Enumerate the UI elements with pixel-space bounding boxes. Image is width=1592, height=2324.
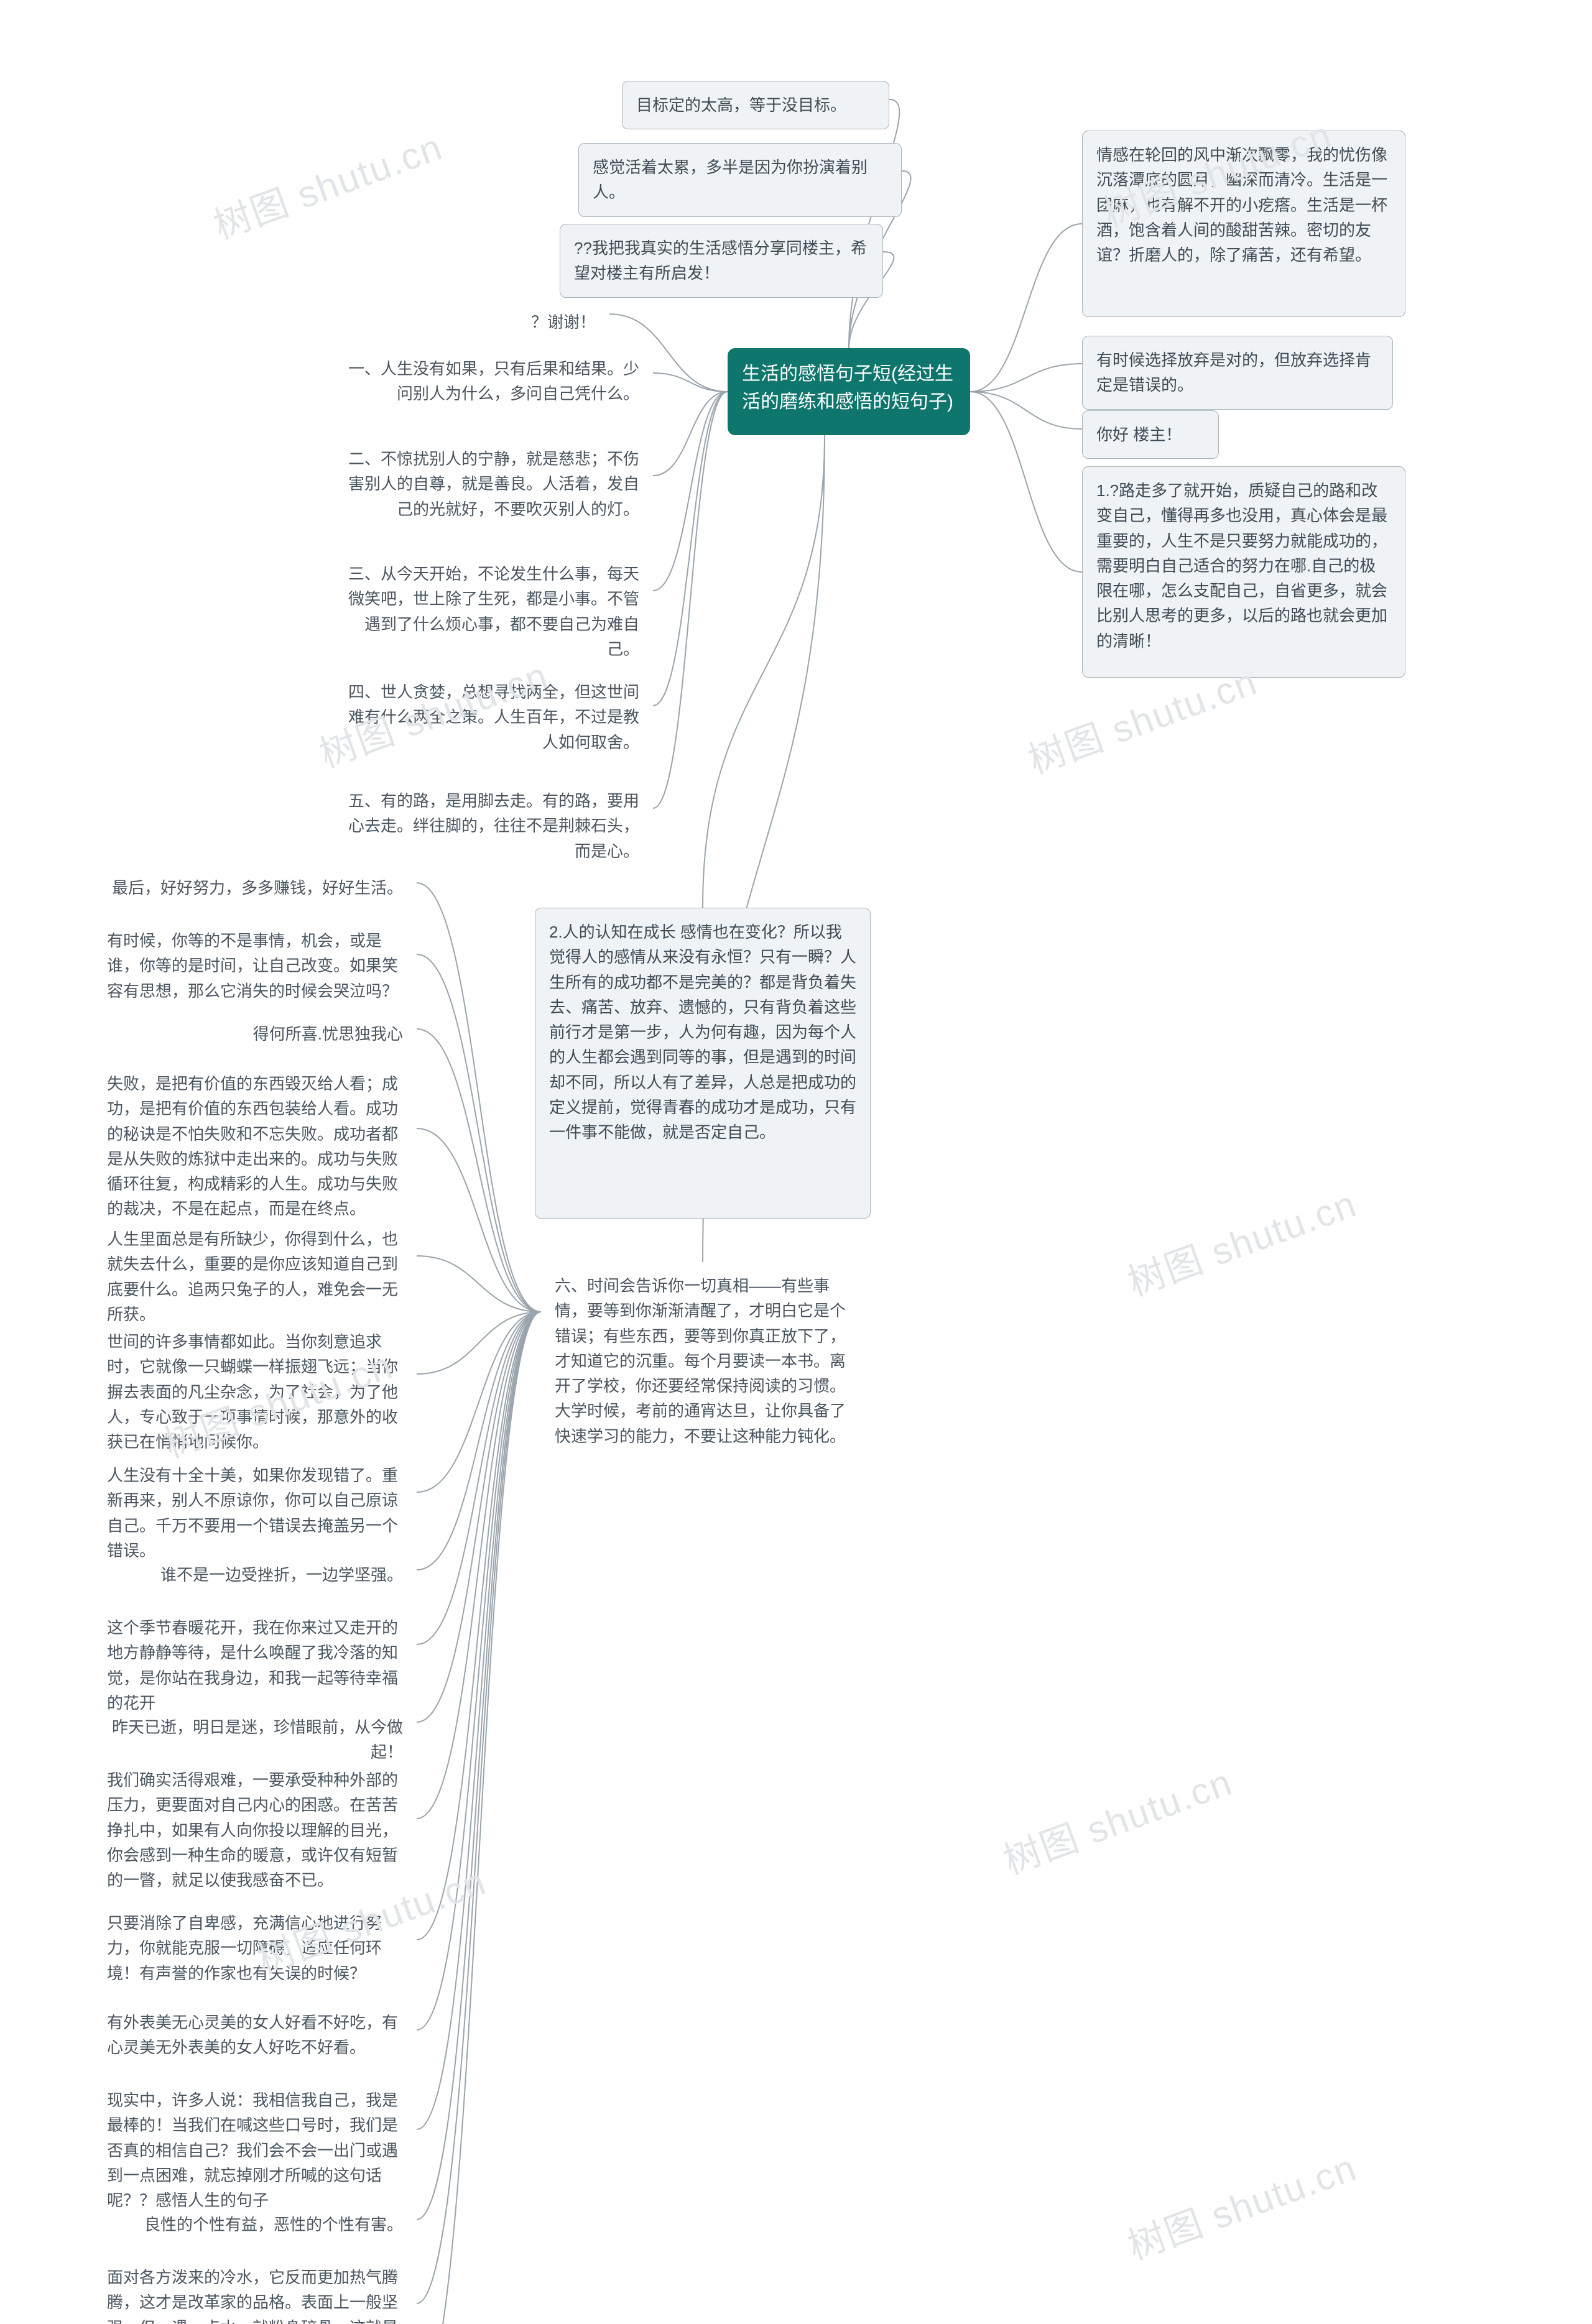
root-node: 生活的感悟句子短(经过生活的磨练和感悟的短句子) <box>728 348 970 435</box>
sub-left-node: 谁不是一边受挫折，一边学坚强。 <box>93 1551 417 1598</box>
sub-left-node: 有时候，你等的不是事情，机会，或是谁，你等的是时间，让自己改变。如果笑容有思想，… <box>93 917 417 1015</box>
watermark: 树图 shutu.cn <box>995 1752 1239 1885</box>
sub-left-node: 只要消除了自卑感，充满信心地进行努力，你就能克服一切障碍，适应任何环境！有声誉的… <box>93 1899 417 1997</box>
sub-left-node: 有外表美无心灵美的女人好看不好吃，有心灵美无外表美的女人好吃不好看。 <box>93 1999 417 2072</box>
left-node: ？谢谢！ <box>497 298 609 346</box>
left-node: 三、从今天开始，不论发生什么事，每天微笑吧，世上除了生死，都是小事。不管遇到了什… <box>330 550 653 673</box>
bottom-node: 六、时间会告诉你一切真相——有些事情，要等到你渐渐清醒了，才明白它是个错误；有些… <box>541 1262 864 1460</box>
watermark: 树图 shutu.cn <box>205 117 449 250</box>
sub-left-node: 良性的个性有益，恶性的个性有害。 <box>93 2201 417 2248</box>
left-node: 五、有的路，是用脚去走。有的路，要用心去走。绊往脚的，往往不是荆棘石头，而是心。 <box>330 777 653 875</box>
left-node: 四、世人贪婪，总想寻找两全，但这世间难有什么两全之策。人生百年，不过是教人如何取… <box>330 668 653 766</box>
top-node: 感觉活着太累，多半是因为你扮演着别人。 <box>578 143 902 217</box>
watermark: 树图 shutu.cn <box>1119 1174 1363 1307</box>
top-node: 目标定的太高，等于没目标。 <box>622 81 889 129</box>
sub-left-node: 得何所喜.忧思独我心 <box>93 1010 417 1058</box>
mindmap-canvas: 生活的感悟句子短(经过生活的磨练和感悟的短句子) 情感在轮回的风中渐次飘零，我的忧… <box>0 0 1592 2324</box>
sub-left-node: 我们确实活得艰难，一要承受种种外部的压力，更要面对自己内心的困惑。在苦苦挣扎中，… <box>93 1756 417 1904</box>
left-node: 一、人生没有如果，只有后果和结果。少问别人为什么，多问自己凭什么。 <box>330 345 653 418</box>
bottom-node: 2.人的认知在成长 感情也在变化？所以我觉得人的感情从来没有永恒？只有一瞬？人生… <box>535 908 871 1219</box>
sub-left-node: 最后，好好努力，多多赚钱，好好生活。 <box>93 864 417 911</box>
right-node: 1.?路走多了就开始，质疑自己的路和改变自己，懂得再多也没用，真心体会是最重要的… <box>1082 466 1405 678</box>
sub-left-node: 面对各方泼来的冷水，它反而更加热气腾腾，这才是改革家的品格。表面上一般坚强，但一… <box>93 2254 417 2324</box>
left-node: 二、不惊扰别人的宁静，就是慈悲；不伤害别人的自尊，就是善良。人活着，发自己的光就… <box>330 435 653 533</box>
right-node: 情感在轮回的风中渐次飘零，我的忧伤像沉落潭底的圆月，幽深而清冷。生活是一团麻，也… <box>1082 131 1405 317</box>
watermark: 树图 shutu.cn <box>1119 2137 1363 2271</box>
sub-left-node: 失败，是把有价值的东西毁灭给人看；成功，是把有价值的东西包装给人看。成功的秘诀是… <box>93 1060 417 1233</box>
top-node: ??我把我真实的生活感悟分享同楼主，希望对楼主有所启发！ <box>560 224 883 298</box>
right-node: 你好 楼主！ <box>1082 410 1219 459</box>
right-node: 有时候选择放弃是对的，但放弃选择肯定是错误的。 <box>1082 336 1393 410</box>
sub-left-node: 世间的许多事情都如此。当你刻意追求时，它就像一只蝴蝶一样振翅飞远；当你摒去表面的… <box>93 1318 417 1465</box>
